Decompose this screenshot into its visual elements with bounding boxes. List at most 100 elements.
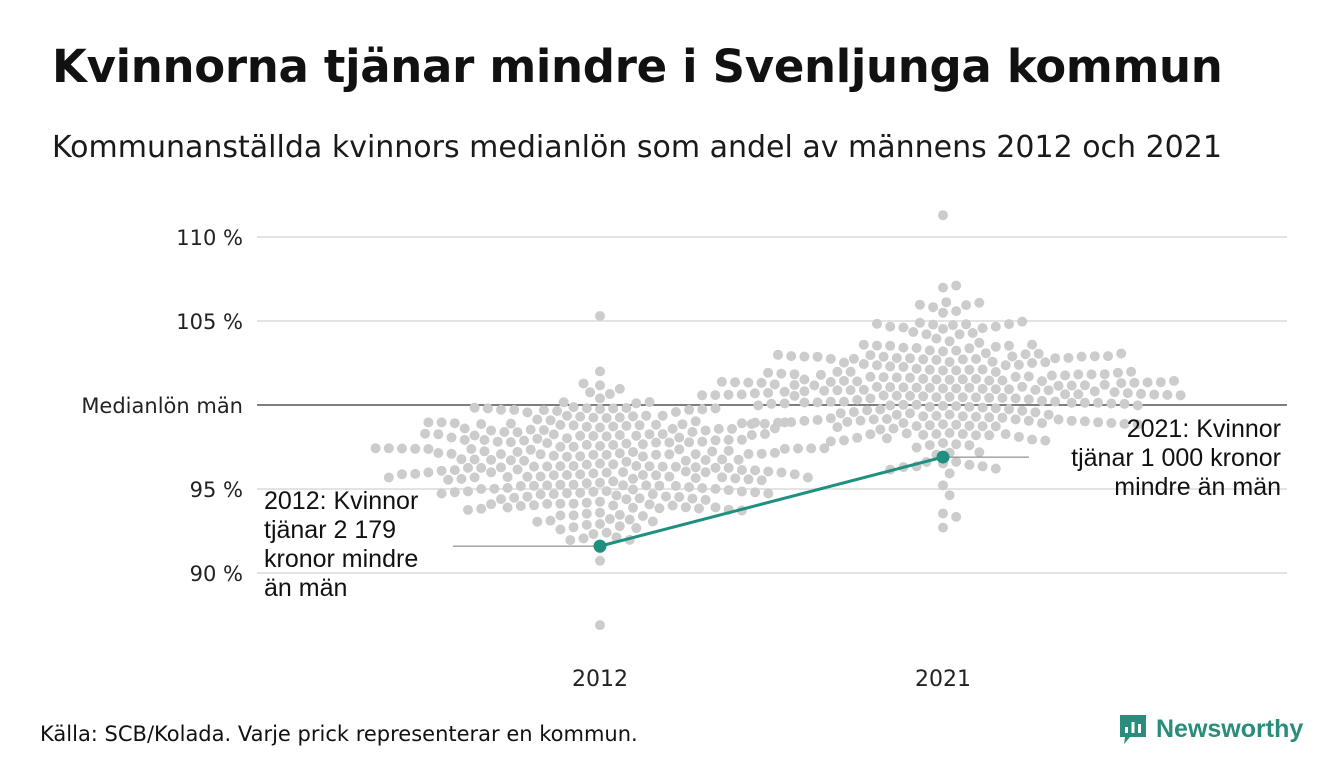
- municipality-dot: [555, 510, 566, 521]
- municipality-dot: [1037, 376, 1047, 387]
- municipality-dot: [839, 435, 849, 446]
- municipality-dot: [1122, 388, 1133, 399]
- municipality-dot: [519, 435, 530, 446]
- municipality-dot: [891, 353, 902, 363]
- municipality-dot: [397, 469, 407, 480]
- municipality-dot: [961, 300, 972, 311]
- municipality-dot: [776, 368, 787, 379]
- municipality-dot: [1136, 388, 1146, 399]
- municipality-dot: [951, 439, 962, 450]
- municipality-dot: [736, 418, 747, 429]
- municipality-dot: [641, 410, 652, 421]
- municipality-dot: [690, 473, 701, 484]
- municipality-dot: [746, 430, 757, 440]
- municipality-dot: [710, 502, 721, 513]
- municipality-dot: [750, 487, 761, 498]
- municipality-dot: [713, 423, 724, 434]
- municipality-dot: [730, 473, 741, 484]
- municipality-dot: [911, 382, 922, 393]
- municipality-dot: [898, 361, 909, 372]
- municipality-dot: [944, 428, 955, 438]
- municipality-dot: [568, 420, 579, 431]
- municipality-dot: [727, 423, 737, 434]
- municipality-dot: [974, 447, 985, 458]
- municipality-dot: [657, 410, 668, 421]
- municipality-dot: [608, 476, 619, 487]
- municipality-dot: [938, 400, 948, 411]
- municipality-dot: [621, 403, 632, 413]
- municipality-dot: [621, 438, 632, 449]
- municipality-dot: [496, 494, 506, 505]
- municipality-dot: [680, 455, 691, 466]
- municipality-dot: [1073, 389, 1084, 400]
- municipality-dot: [575, 411, 586, 422]
- municipality-dot: [555, 461, 566, 472]
- municipality-dot: [749, 388, 760, 399]
- municipality-dot: [898, 342, 909, 353]
- municipality-dot: [575, 451, 586, 462]
- municipality-dot: [634, 420, 645, 431]
- municipality-dot: [1007, 351, 1018, 362]
- municipality-dot: [568, 402, 579, 413]
- municipality-dot: [951, 456, 962, 467]
- municipality-dot: [463, 462, 473, 473]
- municipality-dot: [469, 402, 480, 413]
- municipality-dot: [1053, 380, 1064, 391]
- municipality-dot: [680, 502, 691, 513]
- municipality-dot: [697, 390, 708, 401]
- municipality-dot: [964, 459, 975, 470]
- municipality-dot: [977, 402, 988, 413]
- municipality-dot: [723, 389, 734, 400]
- municipality-dot: [1037, 395, 1047, 406]
- municipality-dot: [931, 333, 942, 344]
- municipality-dot: [1030, 407, 1041, 418]
- municipality-dot: [1129, 377, 1140, 388]
- municipality-dot: [637, 511, 648, 521]
- municipality-dot: [568, 441, 579, 452]
- municipality-dot: [832, 385, 843, 396]
- municipality-dot: [568, 498, 579, 509]
- municipality-dot: [964, 343, 975, 354]
- municipality-dot: [588, 529, 599, 539]
- municipality-dot: [799, 351, 810, 362]
- municipality-dot: [1066, 397, 1077, 408]
- municipality-dot: [773, 417, 783, 428]
- municipality-dot: [832, 366, 843, 377]
- municipality-dot: [479, 446, 490, 457]
- municipality-dot: [1169, 375, 1179, 386]
- municipality-dot: [931, 392, 942, 403]
- municipality-dot: [588, 449, 599, 460]
- municipality-dot: [647, 516, 658, 527]
- municipality-dot: [621, 456, 632, 467]
- municipality-dot: [529, 500, 539, 511]
- municipality-dot: [647, 489, 658, 500]
- y-tick-label: 105 %: [176, 310, 243, 334]
- municipality-dot: [1155, 377, 1166, 388]
- municipality-dot: [502, 483, 513, 493]
- municipality-dot: [914, 317, 925, 328]
- municipality-dot: [575, 487, 586, 498]
- municipality-dot: [756, 377, 767, 388]
- municipality-dot: [505, 437, 516, 448]
- municipality-dot: [918, 391, 929, 402]
- municipality-dot: [512, 446, 523, 457]
- municipality-dot: [581, 459, 592, 470]
- municipality-dot: [1000, 360, 1011, 371]
- municipality-dot: [990, 421, 1001, 432]
- municipality-dot: [1053, 414, 1064, 425]
- municipality-dot: [595, 422, 605, 433]
- municipality-dot: [585, 387, 596, 398]
- municipality-dot: [1023, 394, 1034, 405]
- municipality-dot: [918, 373, 929, 384]
- municipality-dot: [872, 360, 882, 371]
- municipality-dot: [944, 468, 955, 479]
- municipality-dot: [1175, 390, 1186, 401]
- municipality-dot: [449, 418, 460, 429]
- municipality-dot: [423, 417, 434, 428]
- municipality-dot: [601, 449, 612, 460]
- municipality-dot: [614, 430, 625, 441]
- municipality-dot: [1126, 366, 1137, 377]
- municipality-dot: [707, 446, 718, 457]
- chart-title: Kvinnorna tjänar mindre i Svenljunga kom…: [52, 40, 1223, 93]
